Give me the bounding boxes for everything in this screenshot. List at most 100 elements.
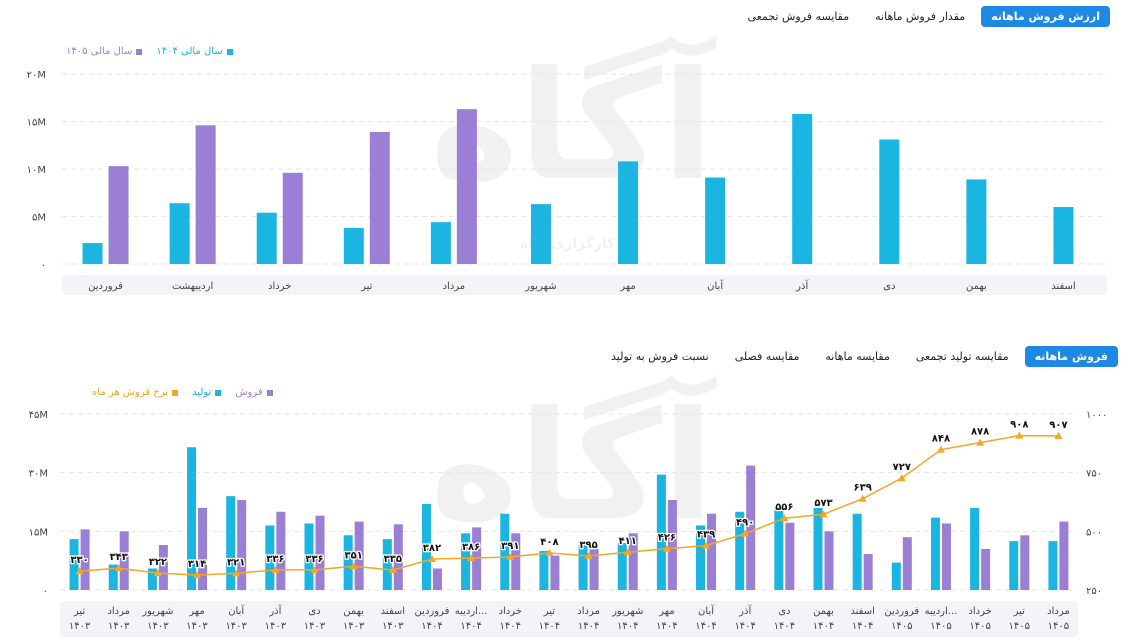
x-tick-month: تیر	[1013, 606, 1026, 617]
tab-monthly-comparison[interactable]: مقایسه ماهانه	[825, 350, 890, 363]
x-tick-year: ۱۴۰۵	[969, 621, 990, 632]
legend-swatch-purple	[136, 48, 143, 55]
x-tick-month: آبان	[228, 604, 245, 617]
bar-production	[304, 523, 314, 590]
x-tick-label: فروردین	[88, 281, 123, 292]
x-tick-month: تیر	[73, 606, 86, 617]
x-tick-label: شهریور	[524, 281, 556, 292]
bar-production	[852, 513, 862, 590]
x-tick-year: ۱۴۰۴	[421, 621, 442, 632]
sales-rate-label: ۳۱۴	[188, 559, 206, 570]
tab-seasonal-comparison[interactable]: مقایسه فصلی	[734, 350, 800, 363]
legend-item-production[interactable]: تولید	[192, 387, 222, 398]
bar-production	[1048, 541, 1058, 590]
x-tick-month: اردیبه...	[455, 606, 488, 617]
watermark-logo-bottom: آگاه	[430, 380, 714, 554]
sales-rate-label: ۳۹۱	[501, 541, 519, 552]
x-tick-year: ۱۴۰۴	[539, 621, 560, 632]
bar-sales	[80, 529, 90, 590]
y2-tick-label: ۵۰۰	[1086, 527, 1102, 538]
sales-rate-point	[232, 569, 241, 577]
top-chart-tabs: ارزش فروش ماهانه مقدار فروش ماهانه مقایس…	[738, 6, 1110, 27]
bar-sales	[1020, 535, 1030, 590]
bottom-chart-tabs: فروش ماهانه مقایسه تولید تجمعی مقایسه ما…	[601, 346, 1118, 367]
bar-sales	[119, 531, 129, 590]
y-tick-label: ۱۰M	[27, 165, 46, 176]
legend-swatch-blue	[226, 48, 233, 55]
sales-rate-label: ۳۲۲	[149, 557, 167, 568]
x-tick-year: ۱۴۰۴	[617, 621, 638, 632]
bar-sales	[902, 537, 912, 590]
bar-sales	[276, 511, 286, 590]
x-tick-year: ۱۴۰۴	[734, 621, 755, 632]
sales-rate-label: ۹۰۷	[1049, 420, 1067, 431]
sales-rate-label: ۴۱۱	[619, 536, 637, 547]
x-tick-month: اسفند	[381, 606, 405, 617]
bar-sales	[472, 527, 482, 590]
y2-tick-label: ۱۰۰۰	[1086, 410, 1107, 421]
legend-item-1405[interactable]: سال مالی ۱۴۰۵	[66, 46, 143, 57]
bar-blue	[343, 227, 364, 264]
sales-rate-point	[310, 565, 319, 573]
x-tick-year: ۱۴۰۴	[852, 621, 873, 632]
x-tick-year: ۱۴۰۳	[186, 621, 208, 632]
x-tick-year: ۱۴۰۵	[891, 621, 912, 632]
x-tick-month: آذر	[268, 604, 282, 617]
sales-rate-point	[1015, 431, 1024, 439]
tab-cumulative-sales[interactable]: مقایسه فروش تجمعی	[747, 10, 850, 23]
tab-monthly-sales[interactable]: فروش ماهانه	[1024, 346, 1118, 367]
tab-cumulative-production[interactable]: مقایسه تولید تجمعی	[915, 350, 1009, 363]
bar-production	[813, 507, 823, 590]
bar-production	[539, 550, 549, 590]
x-tick-label: آبان	[707, 279, 724, 292]
bar-blue	[530, 204, 551, 264]
y2-tick-label: ۷۵۰	[1086, 469, 1102, 480]
x-tick-month: مرداد	[107, 606, 130, 617]
bar-blue	[1053, 207, 1074, 264]
x-tick-label: تیر	[360, 281, 373, 292]
legend-swatch-orange	[172, 389, 179, 396]
sales-rate-label: ۳۸۶	[462, 542, 480, 553]
tab-monthly-sales-quantity[interactable]: مقدار فروش ماهانه	[875, 10, 966, 23]
legend-item-sales[interactable]: فروش	[235, 387, 273, 398]
bar-blue	[169, 203, 190, 264]
x-tick-year: ۱۴۰۴	[500, 621, 521, 632]
x-tick-year: ۱۴۰۳	[108, 621, 130, 632]
bar-sales	[237, 500, 247, 590]
sales-rate-label: ۳۹۵	[579, 540, 597, 551]
x-tick-year: ۱۴۰۳	[225, 621, 247, 632]
sales-rate-label: ۵۷۳	[814, 498, 832, 509]
bar-production	[617, 543, 627, 590]
sales-rate-label: ۷۲۷	[893, 462, 911, 473]
x-tick-label: اردیبهشت	[172, 281, 213, 292]
tab-sales-to-production-ratio[interactable]: نسبت فروش به تولید	[611, 350, 709, 363]
bar-sales	[863, 554, 873, 590]
bar-sales	[824, 531, 834, 590]
bar-blue	[618, 161, 639, 264]
x-tick-year: ۱۴۰۴	[460, 621, 481, 632]
bar-production	[187, 447, 197, 590]
legend-item-1404[interactable]: سال مالی ۱۴۰۴	[156, 46, 233, 57]
x-tick-month: فروردین	[415, 606, 450, 617]
x-tick-year: ۱۴۰۳	[304, 621, 326, 632]
x-tick-month: بهمن	[343, 606, 364, 617]
sales-rate-label: ۸۴۸	[932, 434, 950, 445]
bar-purple	[195, 125, 216, 264]
sales-rate-point	[114, 564, 123, 572]
x-tick-year: ۱۴۰۵	[1048, 621, 1069, 632]
bar-sales	[393, 524, 403, 590]
x-tick-year: ۱۴۰۳	[343, 621, 365, 632]
sales-rate-point	[153, 569, 162, 577]
sales-rate-point	[584, 551, 593, 559]
bar-blue	[82, 243, 103, 264]
legend-item-sales-rate[interactable]: نرخ فروش هر ماه	[92, 387, 179, 398]
x-tick-month: مرداد	[577, 606, 600, 617]
bar-sales	[432, 568, 442, 590]
bar-sales	[158, 545, 168, 590]
watermark-logo-top: آگاه	[430, 40, 714, 214]
legend-label: نرخ فروش هر ماه	[92, 387, 169, 398]
sales-rate-label: ۶۳۹	[853, 483, 871, 494]
x-axis-band	[62, 275, 1107, 295]
tab-monthly-sales-value[interactable]: ارزش فروش ماهانه	[981, 6, 1110, 27]
legend-label: سال مالی ۱۴۰۵	[66, 46, 133, 57]
